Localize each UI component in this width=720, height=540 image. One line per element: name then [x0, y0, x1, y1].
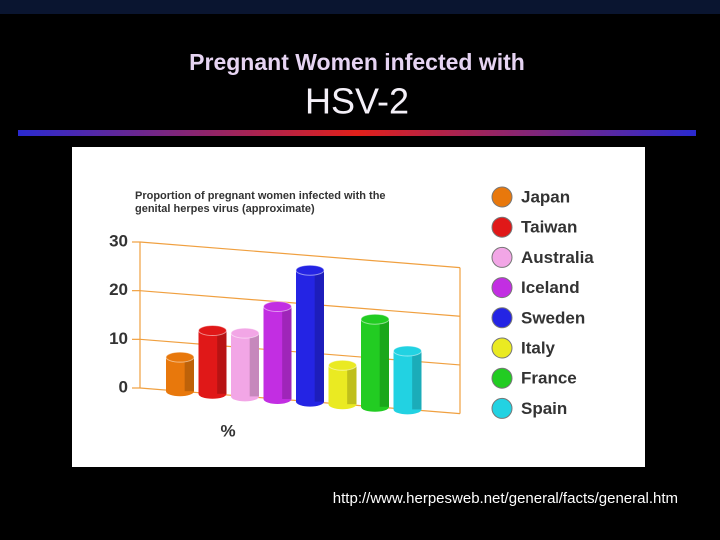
- bar-shade: [314, 270, 324, 402]
- bar: [328, 365, 357, 405]
- slide-subtitle: HSV-2: [305, 81, 409, 122]
- bar-shade: [412, 351, 422, 410]
- legend-label: Italy: [521, 338, 556, 357]
- bar: [231, 333, 259, 397]
- legend-swatch: [491, 307, 513, 329]
- chart-title-line: genital herpes virus (approximate): [135, 203, 315, 215]
- top-strip: [0, 0, 720, 14]
- chart-panel: [72, 147, 645, 467]
- legend-swatch: [491, 397, 513, 419]
- bar: [198, 330, 227, 394]
- bar-shade: [249, 333, 259, 397]
- legend-label: Taiwan: [521, 218, 577, 237]
- legend-label: Sweden: [521, 308, 585, 327]
- y-tick-label: 30: [109, 231, 128, 250]
- legend-swatch: [491, 216, 513, 238]
- divider: [18, 130, 696, 136]
- bar-cap: [198, 325, 227, 337]
- y-tick-label: 10: [109, 329, 128, 348]
- bar-shade: [184, 357, 194, 392]
- bar-cap: [230, 327, 260, 339]
- bar: [263, 306, 292, 399]
- bar: [166, 357, 194, 392]
- legend-label: France: [521, 369, 577, 388]
- chart-title-line: Proportion of pregnant women infected wi…: [135, 190, 386, 202]
- legend-label: Iceland: [521, 278, 580, 297]
- slide-title: Pregnant Women infected with: [189, 49, 525, 75]
- bar-shade: [347, 365, 357, 405]
- legend-swatch: [491, 186, 513, 208]
- bar-shade: [379, 319, 389, 407]
- grid-line: [139, 241, 461, 269]
- legend-label: Spain: [521, 399, 567, 418]
- bar-cap: [263, 301, 292, 313]
- bar: [296, 270, 324, 402]
- bar: [393, 351, 422, 410]
- legend-swatch: [491, 246, 513, 268]
- legend-label: Australia: [521, 248, 594, 267]
- bar-cap: [165, 351, 195, 363]
- bar-cap: [393, 345, 422, 357]
- y-axis-label: %: [220, 421, 235, 440]
- bar: [361, 319, 389, 407]
- legend-swatch: [491, 277, 513, 299]
- bar-cap: [295, 264, 325, 276]
- bar-cap: [328, 359, 357, 371]
- bar-cap: [360, 313, 390, 325]
- source-url: http://www.herpesweb.net/general/facts/g…: [333, 490, 678, 507]
- legend-swatch: [491, 367, 513, 389]
- bar-shade: [217, 330, 227, 394]
- chart-title: Proportion of pregnant women infected wi…: [135, 190, 389, 215]
- legend-label: Japan: [521, 187, 570, 206]
- y-tick-label: 20: [109, 280, 128, 299]
- bar-shade: [282, 306, 292, 399]
- y-tick-label: 0: [119, 377, 128, 396]
- legend-swatch: [491, 337, 513, 359]
